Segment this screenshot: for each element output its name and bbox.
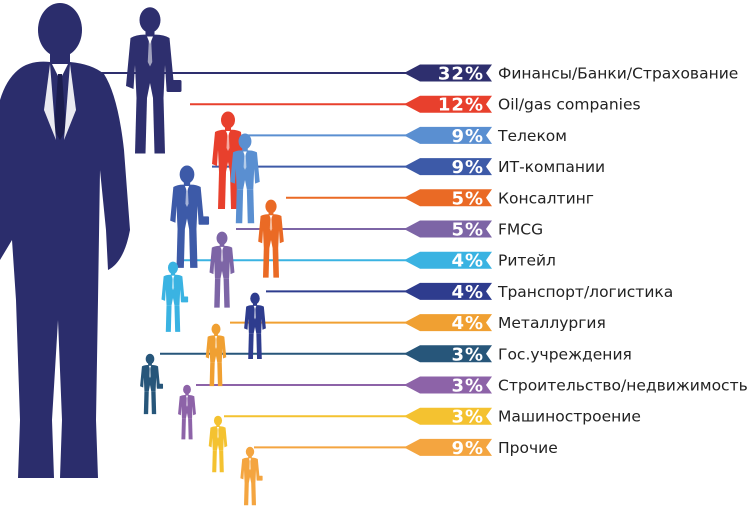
value-label-5: 5% xyxy=(451,188,484,209)
category-label-3: Телеком xyxy=(497,127,567,145)
person-figure-4 xyxy=(170,165,210,268)
main-businessman-silhouette xyxy=(0,3,130,479)
category-label-13: Прочие xyxy=(498,439,558,457)
category-label-2: Oil/gas companies xyxy=(498,96,641,114)
person-figure-13 xyxy=(240,446,263,506)
category-label-11: Строительство/недвижимость xyxy=(498,377,748,395)
category-label-10: Гос.учреждения xyxy=(498,345,632,363)
category-label-8: Транспорт/логистика xyxy=(497,283,673,301)
person-figure-12 xyxy=(208,415,228,473)
value-label-13: 9% xyxy=(451,438,484,459)
person-figure-5 xyxy=(258,199,284,278)
value-label-10: 3% xyxy=(451,344,484,365)
person-figure-6 xyxy=(209,231,235,308)
person-figure-1 xyxy=(126,7,182,154)
value-badge-4 xyxy=(404,158,492,176)
category-labels: 32% Финансы/Банки/Страхование 12% Oil/gas c… xyxy=(404,64,748,459)
value-badge-5 xyxy=(404,189,492,207)
value-label-2: 12% xyxy=(438,95,484,116)
person-figure-9 xyxy=(205,323,227,387)
value-label-9: 4% xyxy=(451,313,484,334)
category-label-12: Машиностроение xyxy=(498,408,641,426)
category-label-5: Консалтинг xyxy=(498,189,594,207)
value-label-4: 9% xyxy=(451,157,484,178)
value-badge-1 xyxy=(404,64,492,82)
business-people-figures xyxy=(0,3,284,506)
value-badge-2 xyxy=(404,95,492,113)
value-label-8: 4% xyxy=(451,282,484,303)
category-label-7: Ритейл xyxy=(498,252,556,270)
value-badge-11 xyxy=(404,376,492,394)
value-label-11: 3% xyxy=(451,376,484,397)
person-figure-7 xyxy=(161,261,189,332)
person-figure-10 xyxy=(140,353,164,415)
value-badge-7 xyxy=(404,251,492,269)
value-badge-13 xyxy=(404,438,492,456)
person-figure-8 xyxy=(244,292,266,359)
category-label-6: FMCG xyxy=(498,221,543,239)
person-figure-11 xyxy=(178,384,196,440)
person-figure-2 xyxy=(212,111,244,209)
category-label-4: ИТ-компании xyxy=(498,158,605,176)
value-badge-8 xyxy=(404,282,492,300)
value-label-1: 32% xyxy=(438,64,484,85)
category-label-9: Металлургия xyxy=(498,314,606,332)
category-label-1: Финансы/Банки/Страхование xyxy=(498,65,738,83)
value-badge-10 xyxy=(404,345,492,363)
value-badge-3 xyxy=(404,126,492,144)
value-label-3: 9% xyxy=(451,126,484,147)
person-figure-3 xyxy=(230,133,260,224)
value-badge-12 xyxy=(404,407,492,425)
value-label-12: 3% xyxy=(451,407,484,428)
value-label-7: 4% xyxy=(451,251,484,272)
value-badge-6 xyxy=(404,220,492,238)
value-badge-9 xyxy=(404,314,492,332)
value-label-6: 5% xyxy=(451,220,484,241)
